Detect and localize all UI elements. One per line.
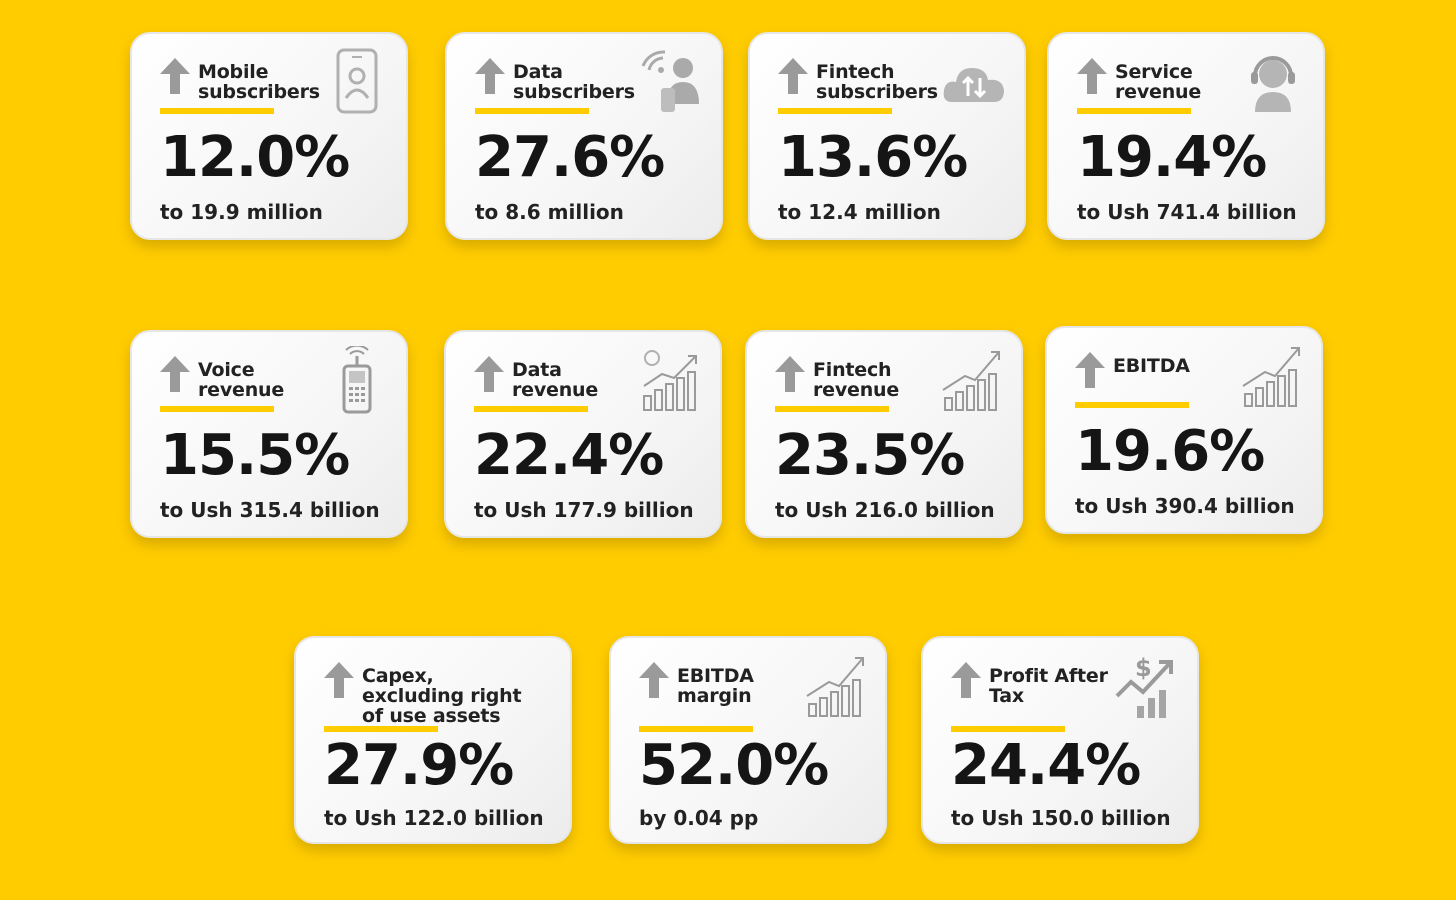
card-underline <box>1077 108 1191 114</box>
card-underline <box>775 406 889 412</box>
kpi-card-data-subscribers: Data subscribers 27.6% to 8.6 million <box>445 32 723 240</box>
arrow-up-icon <box>1075 352 1105 388</box>
feature-phone-icon <box>342 346 372 414</box>
kpi-card-mobile-subscribers: Mobile subscribers 12.0% to 19.9 million <box>130 32 408 240</box>
data-growth-chart-icon <box>643 350 697 411</box>
kpi-card-capex: Capex, excluding right of use assets 27.… <box>294 636 572 844</box>
card-caption: by 0.04 pp <box>639 806 759 830</box>
kpi-card-ebitda-margin: EBITDA margin 52.0% by 0.04 pp <box>609 636 887 844</box>
card-label: Capex, excluding right of use assets <box>362 665 522 727</box>
growth-chart-icon <box>806 657 864 717</box>
kpi-card-data-revenue: Data revenue 22.4% to Ush 177.9 billion <box>444 330 722 538</box>
card-label: Data subscribers <box>513 61 635 103</box>
card-underline <box>474 406 588 412</box>
card-value: 19.4% <box>1077 125 1267 190</box>
cloud-transfer-icon <box>943 68 1004 102</box>
kpi-card-service-revenue: Service revenue 19.4% to Ush 741.4 billi… <box>1047 32 1325 240</box>
arrow-up-icon <box>324 662 354 698</box>
card-underline <box>160 406 274 412</box>
arrow-up-icon <box>639 662 669 698</box>
card-caption: to Ush 216.0 billion <box>775 498 995 522</box>
card-label: Voice revenue <box>198 359 285 401</box>
card-underline <box>160 108 274 114</box>
mobile-phone-person-icon <box>336 48 378 114</box>
card-caption: to Ush 177.9 billion <box>474 498 694 522</box>
card-value: 27.6% <box>475 125 665 190</box>
card-caption: to Ush 741.4 billion <box>1077 200 1297 224</box>
card-value: 24.4% <box>951 733 1141 798</box>
card-label: Service revenue <box>1115 61 1202 103</box>
card-value: 13.6% <box>778 125 968 190</box>
growth-chart-icon <box>1242 347 1300 407</box>
card-underline <box>1075 402 1189 408</box>
arrow-up-icon <box>778 58 808 94</box>
card-underline <box>951 726 1065 732</box>
card-underline <box>324 726 438 732</box>
card-caption: to 12.4 million <box>778 200 941 224</box>
arrow-up-icon <box>160 356 190 392</box>
card-label: Fintech subscribers <box>816 61 938 103</box>
card-underline <box>639 726 753 732</box>
card-label: Fintech revenue <box>813 359 900 401</box>
card-value: 19.6% <box>1075 419 1265 484</box>
card-label: Data revenue <box>512 359 599 401</box>
card-label: EBITDA <box>1113 355 1190 377</box>
growth-chart-icon <box>942 351 1000 411</box>
card-caption: to Ush 150.0 billion <box>951 806 1171 830</box>
kpi-card-voice-revenue: Voice revenue 15.5% to Ush 315.4 billion <box>130 330 408 538</box>
kpi-card-ebitda: EBITDA 19.6% to Ush 390.4 billion <box>1045 326 1323 534</box>
arrow-up-icon <box>1077 58 1107 94</box>
card-value: 27.9% <box>324 733 514 798</box>
card-value: 15.5% <box>160 423 350 488</box>
kpi-card-fintech-subscribers: Fintech subscribers 13.6% to 12.4 millio… <box>748 32 1026 240</box>
card-value: 12.0% <box>160 125 350 190</box>
card-label: Mobile subscribers <box>198 61 320 103</box>
card-value: 22.4% <box>474 423 664 488</box>
kpi-card-fintech-revenue: Fintech revenue 23.5% to Ush 216.0 billi… <box>745 330 1023 538</box>
arrow-up-icon <box>475 58 505 94</box>
card-label: Profit After Tax <box>989 665 1108 707</box>
arrow-up-icon <box>474 356 504 392</box>
arrow-up-icon <box>775 356 805 392</box>
card-caption: to 8.6 million <box>475 200 624 224</box>
headset-agent-icon <box>1251 56 1295 112</box>
card-caption: to Ush 315.4 billion <box>160 498 380 522</box>
card-caption: to 19.9 million <box>160 200 323 224</box>
card-caption: to Ush 390.4 billion <box>1075 494 1295 518</box>
card-underline <box>778 108 892 114</box>
svg-text:$: $ <box>1135 654 1152 682</box>
card-label: EBITDA margin <box>677 665 754 707</box>
arrow-up-icon <box>951 662 981 698</box>
wifi-user-icon <box>641 50 699 112</box>
arrow-up-icon <box>160 58 190 94</box>
dollar-growth-chart-icon: $ <box>1115 654 1173 718</box>
card-value: 52.0% <box>639 733 829 798</box>
kpi-card-profit-after-tax: Profit After Tax $ 24.4% to Ush 150.0 bi… <box>921 636 1199 844</box>
card-value: 23.5% <box>775 423 965 488</box>
card-underline <box>475 108 589 114</box>
card-caption: to Ush 122.0 billion <box>324 806 544 830</box>
